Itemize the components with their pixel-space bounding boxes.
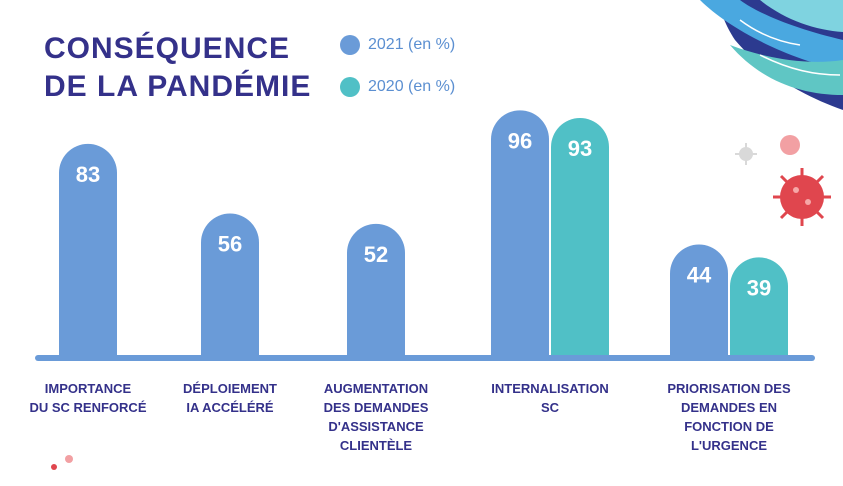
bar-4-series-1 [730, 257, 788, 358]
category-label-1-line-1: IA ACCÉLÉRÉ [186, 400, 273, 415]
legend-swatch-2021 [340, 35, 360, 55]
virus-icon [773, 168, 831, 226]
value-label-1-series-0: 56 [218, 232, 242, 257]
bar-4-series-0 [670, 244, 728, 358]
legend: 2021 (en %) 2020 (en %) [340, 32, 455, 116]
small-virus-icon [51, 455, 73, 470]
value-label-3-series-1: 93 [568, 136, 592, 161]
legend-swatch-2020 [340, 77, 360, 97]
value-label-3-series-0: 96 [508, 128, 532, 153]
value-label-0-series-0: 83 [76, 162, 100, 187]
category-label-0-line-1: DU SC RENFORCÉ [29, 400, 146, 415]
category-label-4-line-2: FONCTION DE [684, 419, 774, 434]
value-label-4-series-1: 39 [747, 275, 771, 300]
legend-label-2021: 2021 (en %) [368, 36, 456, 53]
legend-label-2020: 2020 (en %) [368, 78, 456, 95]
legend-item-2020: 2020 (en %) [340, 74, 455, 100]
bar-1-series-0 [201, 213, 259, 358]
value-label-2-series-0: 52 [364, 242, 388, 267]
legend-item-2021: 2021 (en %) [340, 32, 455, 58]
chart-title-line2: DE LA PANDÉMIE [44, 70, 312, 103]
category-label-2-line-2: D'ASSISTANCE [328, 419, 424, 434]
category-label-3-line-1: SC [541, 400, 560, 415]
category-label-2-line-1: DES DEMANDES [324, 400, 429, 415]
category-label-4-line-3: L'URGENCE [691, 438, 767, 453]
chart-title-line1: CONSÉQUENCE [44, 32, 291, 65]
category-label-4-line-1: DEMANDES EN [681, 400, 777, 415]
leaf-cluster-icon [700, 0, 843, 110]
pink-bubble-icon [780, 135, 800, 155]
category-label-2-line-0: AUGMENTATION [324, 381, 428, 396]
category-label-2-line-3: CLIENTÈLE [340, 438, 413, 453]
bar-3-series-1 [551, 118, 609, 358]
category-label-1-line-0: DÉPLOIEMENT [183, 381, 277, 396]
bar-3-series-0 [491, 110, 549, 358]
chart-title: CONSÉQUENCE DE LA PANDÉMIE [44, 30, 311, 106]
category-label-3-line-0: INTERNALISATION [491, 381, 608, 396]
bar-2-series-0 [347, 223, 405, 358]
value-label-4-series-0: 44 [687, 262, 712, 287]
grey-virus-icon [735, 143, 757, 165]
category-label-4-line-0: PRIORISATION DES [667, 381, 791, 396]
category-label-0-line-0: IMPORTANCE [45, 381, 132, 396]
bar-0-series-0 [59, 143, 117, 358]
